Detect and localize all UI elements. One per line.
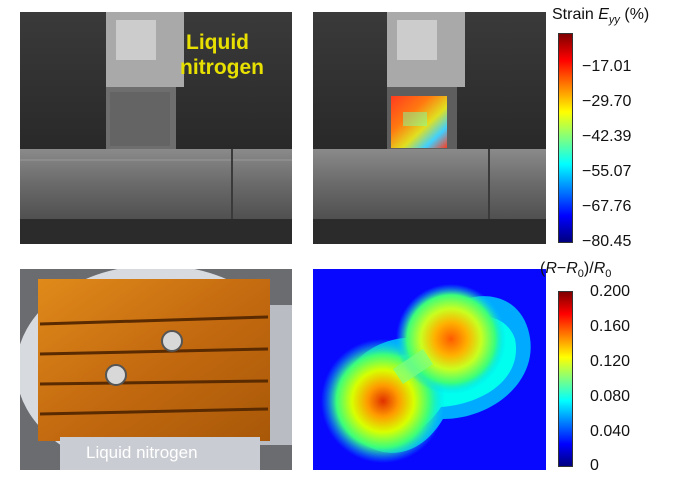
strain-overlay-graphic: [313, 12, 546, 244]
res-tick-1: 0.200: [590, 283, 631, 300]
photo-sensor-nitrogen: Liquid nitrogen: [20, 269, 292, 470]
resistance-map: [313, 269, 546, 470]
strain-tick-4: −55.07: [582, 163, 632, 180]
strain-tick-6: −80.45: [582, 233, 632, 250]
sensor-photo-graphic: [20, 269, 292, 470]
strain-tick-5: −67.76: [582, 198, 632, 215]
res-tick-4: 0.080: [590, 388, 631, 405]
nitrogen-label-line2: nitrogen: [180, 56, 264, 79]
res-title-r1: R: [545, 260, 557, 277]
strain-colorbar-title: Strain Eyy (%): [552, 6, 649, 26]
photo-specimen-nitrogen: Liquid nitrogen: [20, 12, 292, 244]
strain-title-sub: yy: [608, 14, 620, 27]
res-title-sub1: 0: [577, 268, 584, 281]
nitrogen-label-line1: Liquid: [186, 31, 249, 54]
res-title-minus: −: [556, 260, 567, 277]
strain-title-unit: (%): [619, 6, 650, 23]
strain-title-prefix: Strain: [552, 6, 599, 23]
resistance-colorbar: [558, 291, 573, 467]
strain-tick-1: −17.01: [582, 58, 632, 75]
strain-tick-3: −42.39: [582, 128, 632, 145]
res-tick-5: 0.040: [590, 423, 631, 440]
res-tick-6: 0: [590, 457, 599, 474]
res-tick-3: 0.120: [590, 353, 631, 370]
nitrogen-label-bottom: Liquid nitrogen: [86, 443, 198, 462]
res-tick-2: 0.160: [590, 318, 631, 335]
photo-strain-overlay: [313, 12, 546, 244]
resistance-colorbar-title: (R−R0)/R0: [540, 260, 611, 280]
res-title-sub2: 0: [605, 268, 612, 281]
res-title-r3: R: [593, 260, 606, 277]
res-title-r2: R: [566, 260, 578, 277]
strain-colorbar: [558, 33, 573, 243]
specimen-photo-graphic: [20, 12, 292, 244]
res-title-close: )/: [583, 260, 594, 277]
strain-tick-2: −29.70: [582, 93, 632, 110]
strain-title-var: E: [598, 6, 609, 23]
resistance-map-graphic: [313, 269, 546, 470]
res-title-open: (: [540, 260, 546, 277]
